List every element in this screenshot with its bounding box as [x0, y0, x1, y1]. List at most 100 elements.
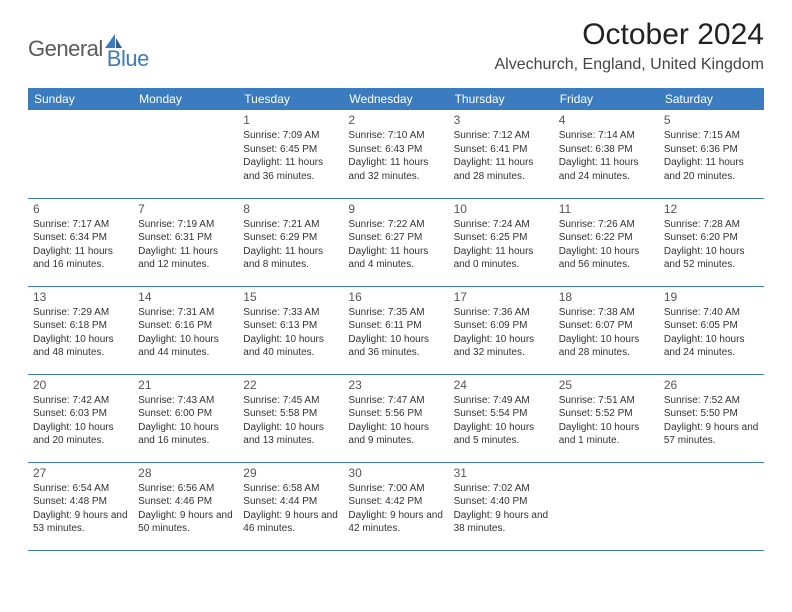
day-header: Wednesday [343, 88, 448, 110]
day-info: Sunrise: 7:35 AMSunset: 6:11 PMDaylight:… [348, 306, 443, 360]
day-info: Sunrise: 6:54 AMSunset: 4:48 PMDaylight:… [33, 482, 128, 536]
logo: General Blue [28, 26, 149, 72]
calendar-day-cell: 31 Sunrise: 7:02 AMSunset: 4:40 PMDayligh… [449, 462, 554, 550]
day-number: 14 [138, 290, 233, 304]
day-number: 24 [454, 378, 549, 392]
calendar-day-cell: 15Sunrise: 7:33 AMSunset: 6:13 PMDayligh… [238, 286, 343, 374]
day-info: Sunrise: 7:36 AMSunset: 6:09 PMDaylight:… [454, 306, 549, 360]
calendar-week-row: 13 Sunrise: 7:29 AMSunset: 6:18 PMDayligh… [28, 286, 764, 374]
day-number: 28 [138, 466, 233, 480]
day-info: Sunrise: 7:00 AMSunset: 4:42 PMDaylight:… [348, 482, 443, 536]
calendar-day-cell: 28 Sunrise: 6:56 AMSunset: 4:46 PMDayligh… [133, 462, 238, 550]
day-info: Sunrise: 7:21 AMSunset: 6:29 PMDaylight:… [243, 218, 338, 272]
day-info: Sunrise: 7:22 AMSunset: 6:27 PMDaylight:… [348, 218, 443, 272]
day-number: 5 [664, 113, 759, 127]
calendar-day-cell: 6 Sunrise: 7:17 AMSunset: 6:34 PMDaylight… [28, 198, 133, 286]
day-info: Sunrise: 7:31 AMSunset: 6:16 PMDaylight:… [138, 306, 233, 360]
calendar-day-cell: 14 Sunrise: 7:31 AMSunset: 6:16 PMDayligh… [133, 286, 238, 374]
day-info: Sunrise: 7:40 AMSunset: 6:05 PMDaylight:… [664, 306, 759, 360]
day-info: Sunrise: 7:02 AMSunset: 4:40 PMDaylight:… [454, 482, 549, 536]
day-number: 20 [33, 378, 128, 392]
day-info: Sunrise: 7:43 AMSunset: 6:00 PMDaylight:… [138, 394, 233, 448]
day-info: Sunrise: 7:15 AMSunset: 6:36 PMDaylight:… [664, 129, 759, 183]
day-info: Sunrise: 7:17 AMSunset: 6:34 PMDaylight:… [33, 218, 128, 272]
calendar-day-cell: 11Sunrise: 7:26 AMSunset: 6:22 PMDayligh… [554, 198, 659, 286]
calendar-day-cell: 20 Sunrise: 7:42 AMSunset: 6:03 PMDayligh… [28, 374, 133, 462]
day-info: Sunrise: 7:29 AMSunset: 6:18 PMDaylight:… [33, 306, 128, 360]
calendar-day-cell: 3 Sunrise: 7:12 AMSunset: 6:41 PMDaylight… [449, 110, 554, 198]
day-info: Sunrise: 7:19 AMSunset: 6:31 PMDaylight:… [138, 218, 233, 272]
day-number: 1 [243, 113, 338, 127]
calendar-empty-cell [28, 110, 133, 198]
calendar-week-row: 20 Sunrise: 7:42 AMSunset: 6:03 PMDayligh… [28, 374, 764, 462]
calendar-day-cell: 1 Sunrise: 7:09 AMSunset: 6:45 PMDaylight… [238, 110, 343, 198]
day-info: Sunrise: 7:28 AMSunset: 6:20 PMDaylight:… [664, 218, 759, 272]
calendar-day-cell: 18Sunrise: 7:38 AMSunset: 6:07 PMDayligh… [554, 286, 659, 374]
day-info: Sunrise: 7:12 AMSunset: 6:41 PMDaylight:… [454, 129, 549, 183]
day-number: 23 [348, 378, 443, 392]
day-info: Sunrise: 6:58 AMSunset: 4:44 PMDaylight:… [243, 482, 338, 536]
calendar-day-cell: 29 Sunrise: 6:58 AMSunset: 4:44 PMDayligh… [238, 462, 343, 550]
day-number: 27 [33, 466, 128, 480]
calendar-day-cell: 4 Sunrise: 7:14 AMSunset: 6:38 PMDaylight… [554, 110, 659, 198]
day-number: 19 [664, 290, 759, 304]
location-text: Alvechurch, England, United Kingdom [495, 56, 765, 74]
day-info: Sunrise: 6:56 AMSunset: 4:46 PMDaylight:… [138, 482, 233, 536]
day-number: 29 [243, 466, 338, 480]
calendar-day-cell: 2 Sunrise: 7:10 AMSunset: 6:43 PMDaylight… [343, 110, 448, 198]
day-info: Sunrise: 7:42 AMSunset: 6:03 PMDaylight:… [33, 394, 128, 448]
day-info: Sunrise: 7:14 AMSunset: 6:38 PMDaylight:… [559, 129, 654, 183]
calendar-day-cell: 21 Sunrise: 7:43 AMSunset: 6:00 PMDayligh… [133, 374, 238, 462]
day-number: 2 [348, 113, 443, 127]
calendar-header-row: SundayMondayTuesdayWednesdayThursdayFrid… [28, 88, 764, 110]
calendar-body: 1 Sunrise: 7:09 AMSunset: 6:45 PMDaylight… [28, 110, 764, 550]
calendar-day-cell: 8Sunrise: 7:21 AMSunset: 6:29 PMDaylight… [238, 198, 343, 286]
day-info: Sunrise: 7:09 AMSunset: 6:45 PMDaylight:… [243, 129, 338, 183]
day-header: Sunday [28, 88, 133, 110]
day-number: 16 [348, 290, 443, 304]
day-number: 21 [138, 378, 233, 392]
day-number: 7 [138, 202, 233, 216]
calendar-empty-cell [554, 462, 659, 550]
day-header: Saturday [659, 88, 764, 110]
day-number: 18 [559, 290, 654, 304]
day-info: Sunrise: 7:24 AMSunset: 6:25 PMDaylight:… [454, 218, 549, 272]
day-number: 13 [33, 290, 128, 304]
day-number: 25 [559, 378, 654, 392]
calendar-day-cell: 10Sunrise: 7:24 AMSunset: 6:25 PMDayligh… [449, 198, 554, 286]
day-number: 3 [454, 113, 549, 127]
day-number: 30 [348, 466, 443, 480]
calendar-week-row: 6 Sunrise: 7:17 AMSunset: 6:34 PMDaylight… [28, 198, 764, 286]
day-info: Sunrise: 7:45 AMSunset: 5:58 PMDaylight:… [243, 394, 338, 448]
day-info: Sunrise: 7:26 AMSunset: 6:22 PMDaylight:… [559, 218, 654, 272]
calendar-day-cell: 19 Sunrise: 7:40 AMSunset: 6:05 PMDayligh… [659, 286, 764, 374]
calendar-day-cell: 9 Sunrise: 7:22 AMSunset: 6:27 PMDaylight… [343, 198, 448, 286]
calendar-week-row: 27 Sunrise: 6:54 AMSunset: 4:48 PMDayligh… [28, 462, 764, 550]
header: General Blue October 2024 Alvechurch, En… [0, 0, 792, 80]
calendar-day-cell: 16 Sunrise: 7:35 AMSunset: 6:11 PMDayligh… [343, 286, 448, 374]
calendar-day-cell: 17Sunrise: 7:36 AMSunset: 6:09 PMDayligh… [449, 286, 554, 374]
day-number: 9 [348, 202, 443, 216]
calendar-day-cell: 23 Sunrise: 7:47 AMSunset: 5:56 PMDayligh… [343, 374, 448, 462]
day-info: Sunrise: 7:47 AMSunset: 5:56 PMDaylight:… [348, 394, 443, 448]
day-number: 31 [454, 466, 549, 480]
day-header: Tuesday [238, 88, 343, 110]
calendar-empty-cell [133, 110, 238, 198]
day-info: Sunrise: 7:10 AMSunset: 6:43 PMDaylight:… [348, 129, 443, 183]
calendar-day-cell: 24 Sunrise: 7:49 AMSunset: 5:54 PMDayligh… [449, 374, 554, 462]
day-number: 4 [559, 113, 654, 127]
calendar-day-cell: 5 Sunrise: 7:15 AMSunset: 6:36 PMDaylight… [659, 110, 764, 198]
logo-text-blue: Blue [107, 46, 149, 72]
page-title: October 2024 [495, 18, 765, 52]
day-number: 6 [33, 202, 128, 216]
day-info: Sunrise: 7:52 AMSunset: 5:50 PMDaylight:… [664, 394, 759, 448]
day-info: Sunrise: 7:51 AMSunset: 5:52 PMDaylight:… [559, 394, 654, 448]
calendar-week-row: 1 Sunrise: 7:09 AMSunset: 6:45 PMDaylight… [28, 110, 764, 198]
day-number: 22 [243, 378, 338, 392]
day-info: Sunrise: 7:49 AMSunset: 5:54 PMDaylight:… [454, 394, 549, 448]
day-header: Monday [133, 88, 238, 110]
calendar-day-cell: 7 Sunrise: 7:19 AMSunset: 6:31 PMDaylight… [133, 198, 238, 286]
calendar-day-cell: 26Sunrise: 7:52 AMSunset: 5:50 PMDayligh… [659, 374, 764, 462]
calendar-day-cell: 13 Sunrise: 7:29 AMSunset: 6:18 PMDayligh… [28, 286, 133, 374]
calendar-day-cell: 22 Sunrise: 7:45 AMSunset: 5:58 PMDayligh… [238, 374, 343, 462]
